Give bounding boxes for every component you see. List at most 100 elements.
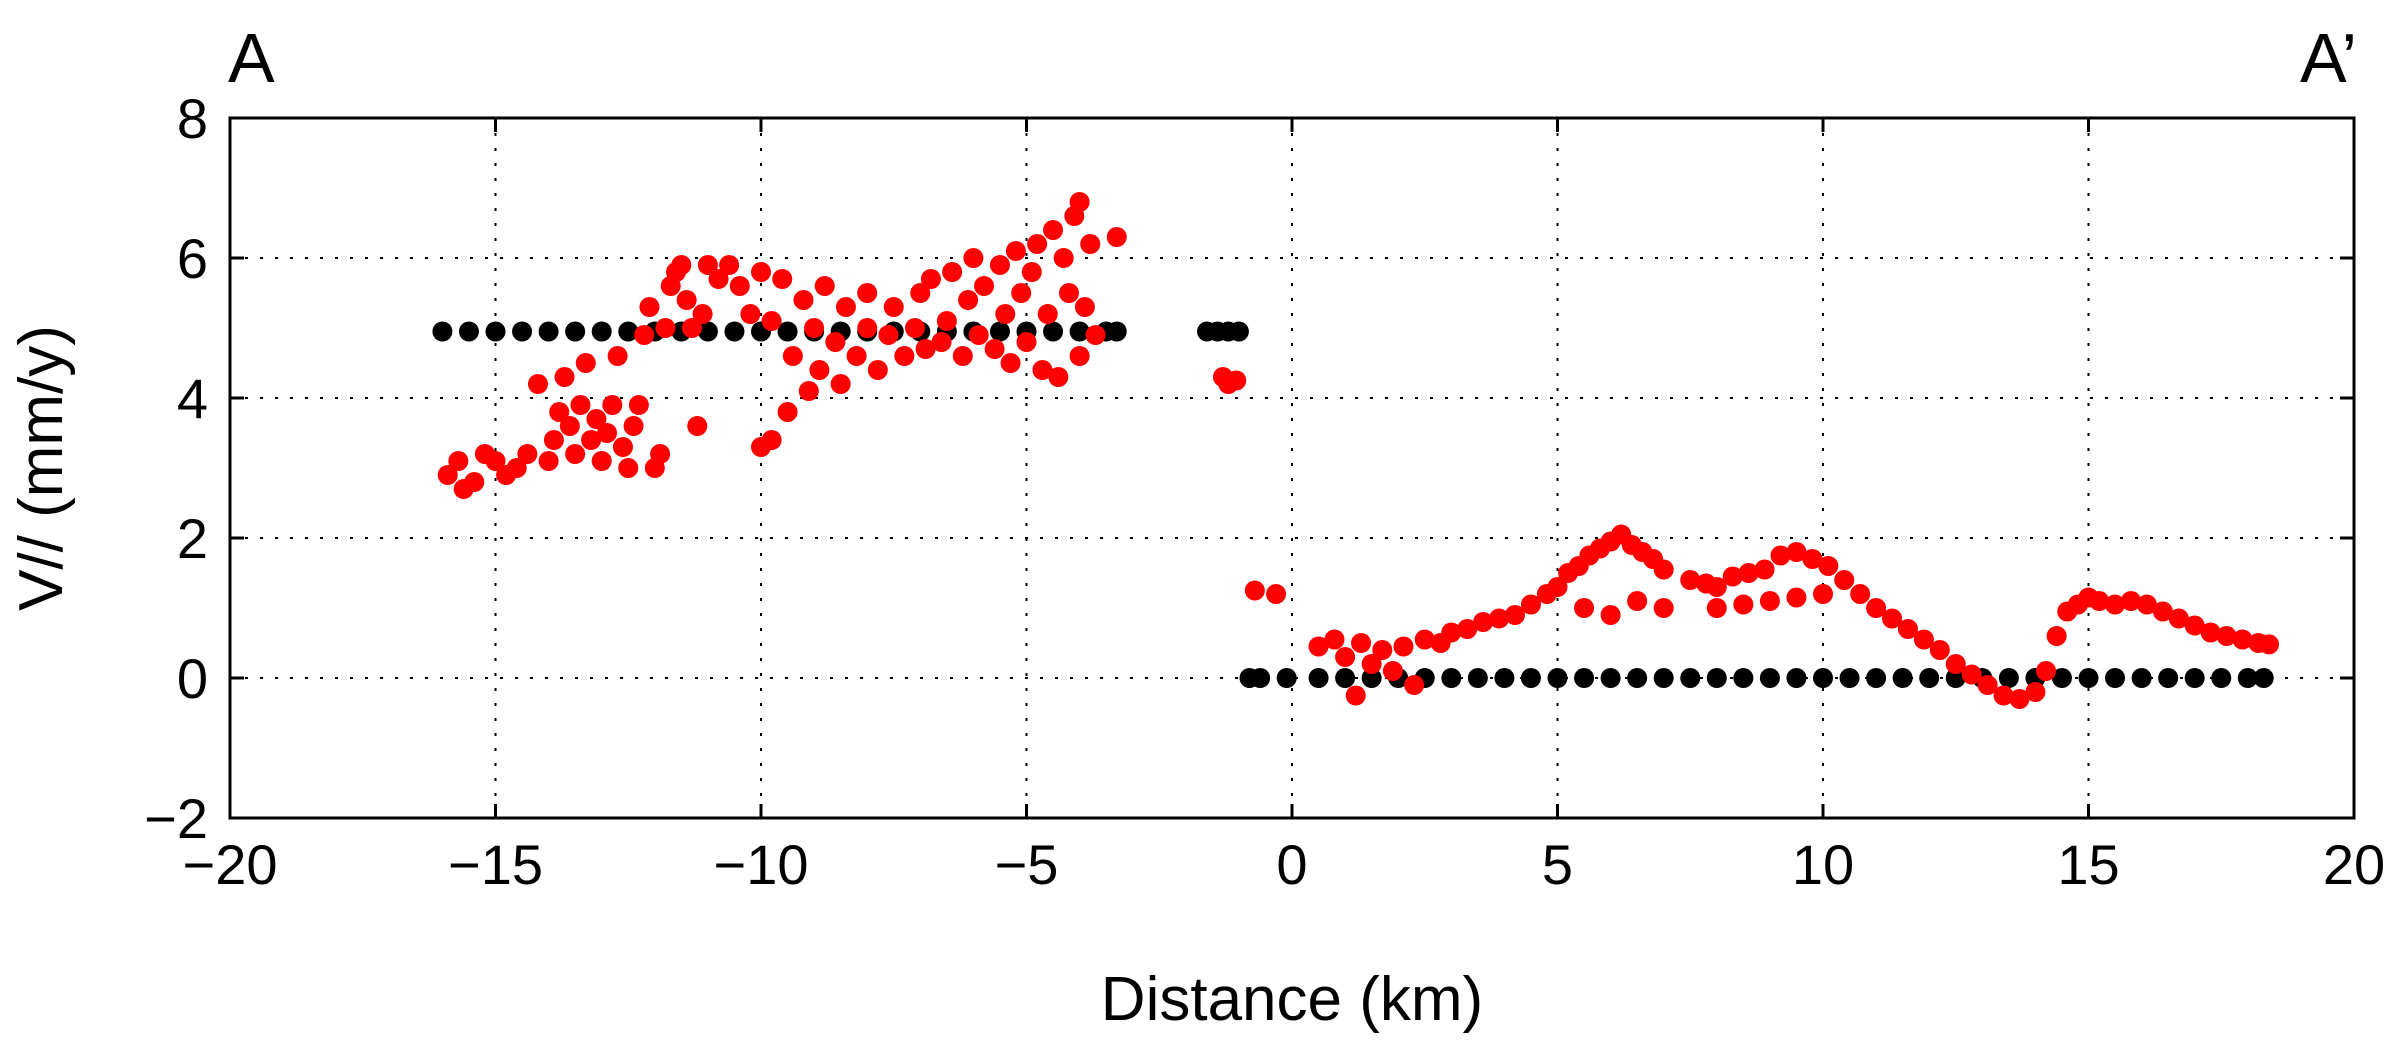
- data-point: [1276, 668, 1297, 688]
- data-point: [761, 311, 782, 331]
- data-point: [2158, 668, 2179, 688]
- data-point: [708, 269, 729, 289]
- data-point: [2184, 615, 2205, 636]
- data-point: [2211, 668, 2232, 688]
- data-point: [1945, 668, 1966, 688]
- data-point: [2168, 608, 2189, 629]
- data-point: [830, 374, 851, 394]
- data-point: [1998, 668, 2019, 688]
- data-point: [1892, 668, 1913, 688]
- data-point: [618, 458, 639, 478]
- data-point: [512, 321, 533, 342]
- data-point: [538, 451, 559, 471]
- data-point: [1834, 570, 1855, 590]
- data-point: [2036, 661, 2057, 681]
- data-point: [517, 444, 538, 464]
- data-point: [910, 283, 931, 303]
- data-point: [448, 451, 469, 471]
- data-point: [1005, 241, 1026, 261]
- data-point: [1850, 584, 1871, 604]
- data-point: [1069, 321, 1090, 342]
- data-point: [692, 304, 713, 324]
- data-point: [968, 325, 989, 345]
- data-point: [1011, 283, 1032, 303]
- data-point: [1653, 668, 1674, 688]
- data-point: [1520, 594, 1541, 615]
- data-point: [602, 395, 623, 415]
- data-point: [2184, 668, 2205, 688]
- data-point: [1489, 608, 1510, 629]
- data-point: [1759, 591, 1780, 611]
- data-point: [1977, 675, 1998, 695]
- data-point: [1074, 297, 1095, 317]
- data-point: [597, 423, 618, 443]
- data-point: [2120, 591, 2141, 611]
- data-point: [1414, 629, 1435, 650]
- data-point: [1653, 559, 1674, 580]
- data-point: [607, 346, 628, 366]
- x-tick-label: −5: [995, 833, 1059, 896]
- data-points: [432, 192, 2280, 709]
- data-point: [485, 451, 506, 471]
- series-1: [432, 321, 2274, 688]
- data-point: [1520, 668, 1541, 688]
- x-tick-label: 10: [1792, 833, 1854, 896]
- data-point: [878, 325, 899, 345]
- data-point: [650, 444, 671, 464]
- data-point: [1000, 353, 1021, 373]
- data-point: [581, 430, 602, 450]
- data-point: [554, 367, 575, 387]
- data-point: [1226, 370, 1247, 391]
- data-point: [724, 321, 745, 342]
- data-point: [867, 360, 888, 380]
- data-point: [2105, 594, 2126, 615]
- data-point: [989, 255, 1010, 275]
- corner-label-right: A’: [2300, 19, 2357, 97]
- data-point: [1706, 577, 1727, 597]
- data-point: [857, 283, 878, 303]
- data-point: [485, 321, 506, 342]
- data-point: [1929, 640, 1950, 660]
- data-point: [2009, 689, 2030, 709]
- data-point: [761, 430, 782, 450]
- data-point: [1250, 668, 1271, 688]
- data-point: [1069, 346, 1090, 366]
- data-point: [1680, 570, 1701, 590]
- data-point: [586, 409, 607, 429]
- data-point: [575, 353, 596, 373]
- data-point: [1345, 685, 1366, 706]
- data-point: [538, 321, 559, 342]
- data-point: [974, 276, 995, 296]
- y-tick-label: −2: [144, 787, 208, 850]
- data-point: [639, 297, 660, 317]
- plot-frame: [228, 116, 2356, 820]
- data-point: [883, 297, 904, 317]
- data-point: [1058, 283, 1079, 303]
- data-point: [2105, 668, 2126, 688]
- data-point: [814, 276, 835, 296]
- data-point: [676, 290, 697, 310]
- data-point: [1627, 668, 1648, 688]
- data-point: [798, 381, 819, 401]
- data-point: [1106, 321, 1127, 342]
- series-2: [437, 192, 2280, 709]
- data-point: [1738, 563, 1759, 583]
- data-point: [740, 304, 761, 324]
- data-point: [634, 325, 655, 345]
- data-point: [1335, 647, 1356, 667]
- data-point: [2253, 668, 2274, 688]
- data-point: [1574, 668, 1595, 688]
- data-point: [894, 346, 915, 366]
- data-point: [1266, 584, 1287, 604]
- data-point: [671, 255, 692, 275]
- data-point: [1813, 584, 1833, 604]
- data-point: [2237, 668, 2258, 688]
- data-point: [904, 318, 925, 338]
- data-point: [1053, 248, 1074, 268]
- y-tick-labels: −2 0 2 4 6 8: [144, 87, 208, 850]
- data-point: [549, 402, 570, 422]
- data-point: [1547, 577, 1568, 597]
- data-point: [1866, 598, 1887, 618]
- data-point: [1473, 612, 1494, 632]
- data-point: [936, 311, 957, 331]
